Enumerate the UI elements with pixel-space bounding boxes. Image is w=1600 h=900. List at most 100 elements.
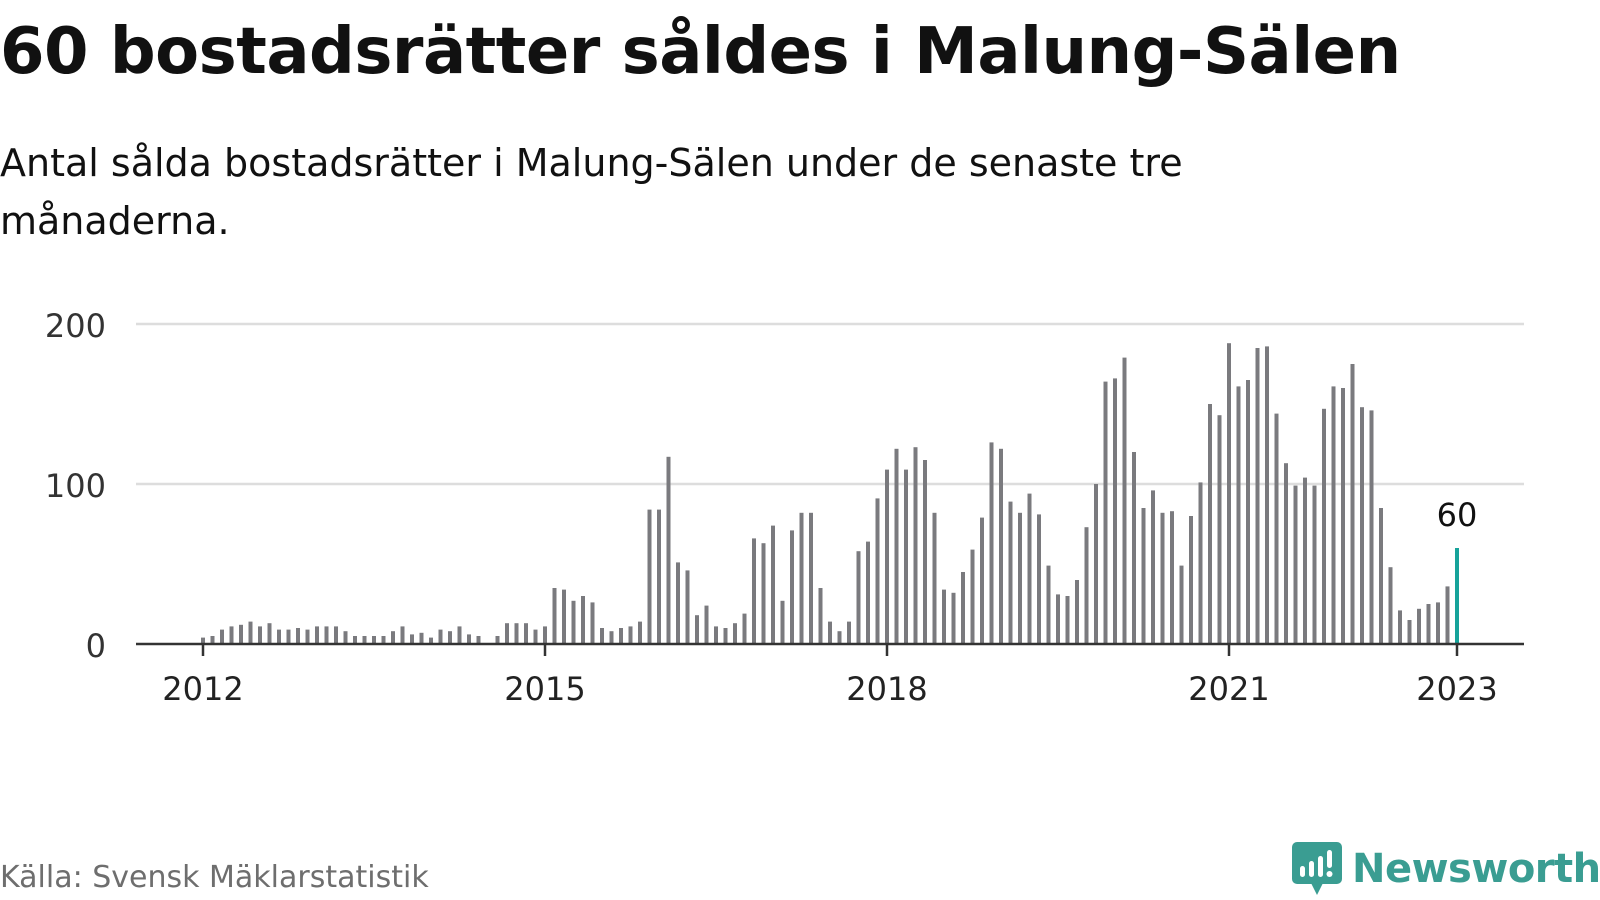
bar: [1236, 386, 1241, 644]
bar: [1056, 594, 1060, 644]
bar: [1322, 408, 1326, 644]
bar: [1284, 463, 1288, 644]
bar: [524, 623, 528, 644]
bar: [1293, 485, 1298, 644]
bar: [1217, 415, 1222, 644]
bar: [1122, 357, 1127, 644]
bar: [334, 626, 338, 644]
bar: [505, 623, 509, 644]
bar: [552, 588, 557, 644]
bar: [1103, 381, 1108, 644]
bar: [457, 626, 462, 644]
brand-name: Newsworthy: [1352, 846, 1600, 892]
bar: [1407, 620, 1412, 644]
bar: [866, 541, 870, 644]
bar: [1189, 516, 1193, 644]
x-tick-label: 2015: [504, 670, 585, 708]
bar: [970, 549, 975, 644]
bar: [448, 631, 452, 644]
bar: [1265, 346, 1269, 644]
y-tick-label: 200: [45, 307, 106, 345]
bar: [1379, 508, 1383, 644]
bar: [1398, 610, 1402, 644]
bar-highlight: [1455, 548, 1459, 644]
bar: [1075, 580, 1079, 644]
bar: [752, 538, 756, 644]
bar: [818, 588, 823, 644]
bar: [799, 512, 804, 644]
bar: [353, 636, 357, 644]
bar: [875, 498, 880, 644]
bar: [277, 629, 281, 644]
bar: [400, 626, 405, 644]
bar: [1331, 386, 1336, 644]
bar: [894, 448, 899, 644]
bar: [1436, 602, 1440, 644]
bar: [742, 613, 747, 644]
bar: [1246, 380, 1250, 644]
bar: [600, 628, 604, 644]
bar: [590, 602, 595, 644]
bar: [847, 621, 851, 644]
chart-title: 60 bostadsrätter såldes i Malung-Sälen: [0, 15, 1401, 89]
bar: [1303, 477, 1307, 644]
bar: [1065, 596, 1070, 644]
bar: [809, 512, 813, 644]
bar: [258, 626, 262, 644]
bar: [305, 629, 310, 644]
bar: [961, 572, 965, 644]
bar: [381, 636, 386, 644]
bar: [201, 637, 205, 644]
bar: [248, 621, 253, 644]
bar: [1198, 482, 1203, 644]
bar: [989, 442, 994, 644]
bar: [239, 624, 243, 644]
bar: [932, 512, 937, 644]
bar: [666, 456, 671, 644]
bar: [1417, 608, 1421, 644]
bar: [1426, 604, 1431, 644]
bar-chart: 0 100 200 2012 2015 2018 2021 2023 60: [45, 307, 1524, 708]
bar: [533, 629, 538, 644]
bar: [1046, 565, 1051, 644]
bars: [201, 343, 1459, 644]
bar: [1360, 407, 1364, 644]
newsworthy-logo-icon: [1292, 842, 1342, 895]
bar: [1341, 388, 1345, 644]
bar: [324, 626, 329, 644]
bar: [628, 626, 633, 644]
bar: [676, 562, 680, 644]
bar: [780, 600, 785, 644]
bar: [514, 623, 519, 644]
bar: [980, 517, 984, 644]
bar: [714, 626, 718, 644]
value-annotation: 60: [1437, 496, 1478, 534]
bar: [1179, 565, 1184, 644]
bar: [761, 543, 766, 644]
bar: [790, 530, 794, 644]
brand: Newsworthy: [1292, 842, 1600, 896]
axes: 0 100 200 2012 2015 2018 2021 2023 60: [45, 307, 1524, 708]
grid-lines: [136, 322, 1524, 486]
bar: [476, 636, 481, 644]
bar: [856, 551, 861, 644]
chart-subtitle: Antal sålda bostadsrätter i Malung-Sälen…: [0, 141, 1183, 243]
bar: [1151, 490, 1155, 644]
bar: [1018, 512, 1022, 644]
bar: [562, 589, 566, 644]
bar: [362, 636, 367, 644]
bar: [1132, 452, 1136, 644]
bar: [1141, 508, 1146, 644]
bar: [999, 448, 1003, 644]
bar: [1027, 493, 1032, 644]
bar: [571, 600, 576, 644]
bar: [1113, 378, 1117, 644]
bar: [837, 631, 842, 644]
bar: [1170, 511, 1174, 644]
bar: [1274, 413, 1279, 644]
bar: [733, 623, 737, 644]
bar: [372, 636, 376, 644]
bar: [904, 469, 908, 644]
bar: [704, 605, 709, 644]
bar: [951, 592, 956, 644]
